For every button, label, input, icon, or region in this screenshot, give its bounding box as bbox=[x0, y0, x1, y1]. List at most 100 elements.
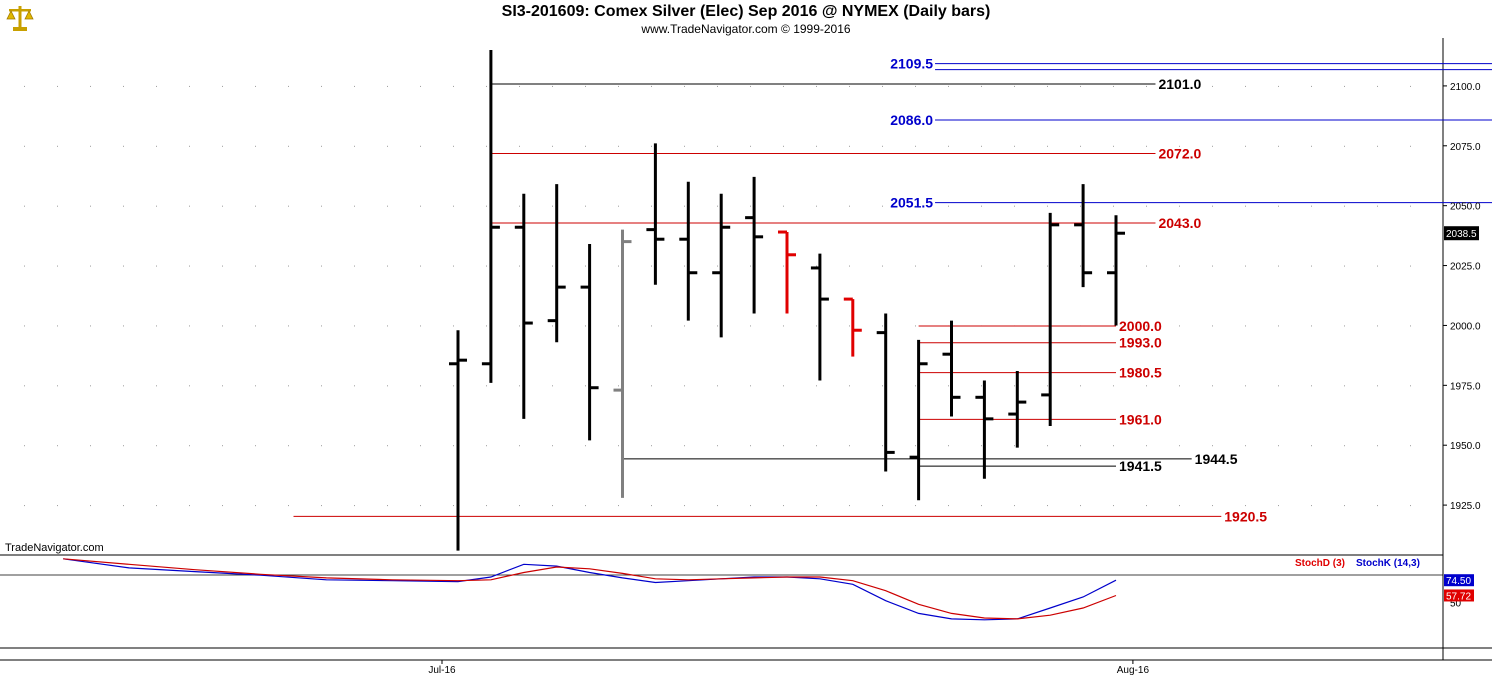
grid-dot bbox=[618, 145, 619, 147]
price-levels: 2109.52107.02101.02086.02072.02051.52043… bbox=[293, 56, 1492, 524]
grid-dot bbox=[321, 505, 322, 507]
grid-dot bbox=[189, 265, 190, 267]
grid-dot bbox=[387, 265, 388, 267]
grid-dot bbox=[24, 385, 25, 387]
grid-dot bbox=[1113, 85, 1114, 87]
grid-dot bbox=[1179, 505, 1180, 507]
grid-dot bbox=[1212, 505, 1213, 507]
grid-dot bbox=[189, 385, 190, 387]
grid-dot bbox=[717, 265, 718, 267]
grid-dot bbox=[90, 445, 91, 447]
grid-dot bbox=[684, 445, 685, 447]
grid-dot bbox=[156, 445, 157, 447]
grid-dot bbox=[1047, 445, 1048, 447]
grid-dot bbox=[981, 385, 982, 387]
grid-dot bbox=[156, 505, 157, 507]
last-price-tag bbox=[1444, 226, 1479, 241]
stoch-d-value: 57.72 bbox=[1446, 591, 1471, 602]
grid-dot bbox=[1080, 145, 1081, 147]
grid-dot bbox=[1278, 145, 1279, 147]
grid-dot bbox=[1278, 385, 1279, 387]
grid-dot bbox=[57, 85, 58, 87]
grid-dot bbox=[585, 385, 586, 387]
grid-dot bbox=[750, 205, 751, 207]
grid-dot bbox=[420, 265, 421, 267]
grid-dot bbox=[1179, 205, 1180, 207]
grid-dot bbox=[1278, 505, 1279, 507]
grid-dot bbox=[222, 505, 223, 507]
grid-dot bbox=[156, 205, 157, 207]
grid-dot bbox=[24, 325, 25, 327]
grid-dot bbox=[1113, 145, 1114, 147]
grid-dot bbox=[24, 85, 25, 87]
grid-dot bbox=[1344, 505, 1345, 507]
grid-dot bbox=[222, 265, 223, 267]
grid-dot bbox=[1047, 85, 1048, 87]
grid-dot bbox=[1080, 385, 1081, 387]
grid-dot bbox=[57, 325, 58, 327]
grid-dot bbox=[255, 85, 256, 87]
price-tick-label: 2000.0 bbox=[1450, 321, 1481, 332]
grid-dot bbox=[453, 145, 454, 147]
grid-dot bbox=[816, 385, 817, 387]
grid-dot bbox=[519, 145, 520, 147]
grid-dot bbox=[1377, 385, 1378, 387]
grid-dot bbox=[552, 385, 553, 387]
grid-dot bbox=[1410, 265, 1411, 267]
grid-dot bbox=[1245, 325, 1246, 327]
grid-dot bbox=[849, 205, 850, 207]
grid-dot bbox=[90, 505, 91, 507]
grid-dot bbox=[849, 85, 850, 87]
grid-dot bbox=[222, 85, 223, 87]
grid-dot bbox=[618, 445, 619, 447]
grid-dot bbox=[156, 325, 157, 327]
grid-dot bbox=[387, 325, 388, 327]
chart-subtitle: www.TradeNavigator.com © 1999-2016 bbox=[641, 22, 851, 36]
grid-dot bbox=[1146, 205, 1147, 207]
grid-dot bbox=[1047, 205, 1048, 207]
grid-dot bbox=[354, 505, 355, 507]
grid-dot bbox=[288, 445, 289, 447]
grid-dot bbox=[1377, 265, 1378, 267]
grid-dot bbox=[816, 145, 817, 147]
grid-dot bbox=[849, 445, 850, 447]
grid-dot bbox=[1410, 145, 1411, 147]
grid-dot bbox=[123, 85, 124, 87]
grid-dot bbox=[156, 145, 157, 147]
grid-dot bbox=[1146, 325, 1147, 327]
grid-dot bbox=[717, 325, 718, 327]
grid-dot bbox=[651, 265, 652, 267]
grid-dot bbox=[783, 385, 784, 387]
grid-dot bbox=[948, 205, 949, 207]
grid-dot bbox=[1113, 385, 1114, 387]
date-tick-label: Jul-16 bbox=[428, 665, 456, 676]
chart-header: SI3-201609: Comex Silver (Elec) Sep 2016… bbox=[0, 0, 1492, 38]
grid-dot bbox=[1344, 325, 1345, 327]
grid-dot bbox=[684, 145, 685, 147]
grid-dot bbox=[321, 265, 322, 267]
level-label: 1961.0 bbox=[1119, 411, 1162, 427]
grid-dot bbox=[321, 85, 322, 87]
chart-frame bbox=[0, 38, 1492, 661]
grid-dot bbox=[420, 505, 421, 507]
grid-dot bbox=[453, 445, 454, 447]
grid-dot bbox=[1212, 205, 1213, 207]
grid-dot bbox=[255, 385, 256, 387]
grid-dot bbox=[1146, 265, 1147, 267]
grid-dot bbox=[387, 145, 388, 147]
grid-dot bbox=[717, 505, 718, 507]
grid-dot bbox=[453, 205, 454, 207]
grid-dot bbox=[321, 445, 322, 447]
grid-dot bbox=[1344, 445, 1345, 447]
grid-dot bbox=[90, 85, 91, 87]
grid-dot bbox=[1344, 145, 1345, 147]
grid-dot bbox=[1047, 505, 1048, 507]
grid-dot bbox=[321, 385, 322, 387]
grid-dot bbox=[1377, 325, 1378, 327]
grid-dot bbox=[453, 85, 454, 87]
grid-dot bbox=[24, 505, 25, 507]
grid-dot bbox=[1113, 505, 1114, 507]
stoch-k-tag bbox=[1444, 574, 1474, 587]
grid-dot bbox=[189, 325, 190, 327]
